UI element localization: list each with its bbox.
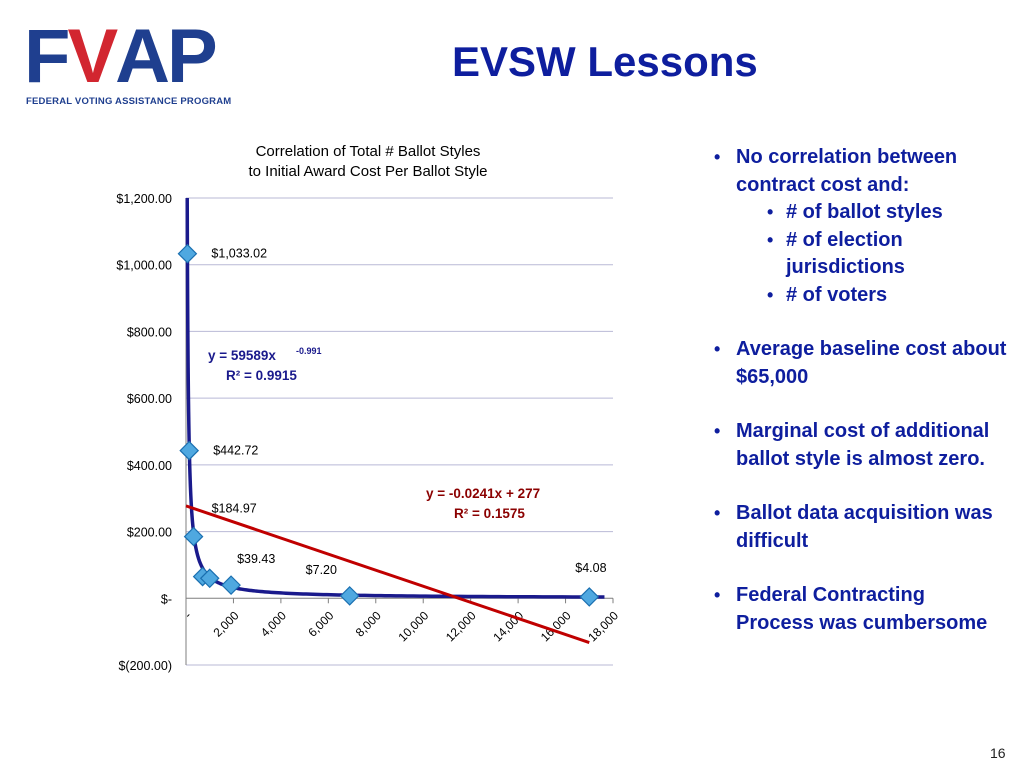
data-label: $442.72 — [213, 444, 258, 458]
x-tick-label: 6,000 — [305, 608, 336, 639]
linear-trend-r2: R² = 0.1575 — [454, 506, 525, 521]
logo-wordmark: FVAP — [24, 14, 218, 99]
data-point-marker — [183, 526, 204, 547]
x-tick-label: 4,000 — [258, 608, 289, 639]
bullet-item: No correlation between contract cost and… — [708, 144, 1008, 309]
y-tick-label: $(200.00) — [118, 659, 172, 673]
sub-bullet-list: # of ballot styles# of election jurisdic… — [736, 199, 1008, 309]
y-tick-label: $600.00 — [127, 392, 172, 406]
x-tick-label: 12,000 — [443, 608, 479, 644]
bullet-text: Marginal cost of additional ballot style… — [736, 420, 990, 470]
bullet-item: Average baseline cost about $65,000 — [708, 336, 1008, 391]
page-number: 16 — [990, 745, 1006, 761]
bullet-text: Ballot data acquisition was difficult — [736, 502, 993, 552]
logo-letter-a: A — [115, 14, 170, 99]
chart-title-line: Correlation of Total # Ballot Styles — [256, 143, 481, 160]
data-label: $4.08 — [575, 561, 606, 575]
bullet-item: Marginal cost of additional ballot style… — [708, 418, 1008, 473]
power-trend-exponent: -0.991 — [296, 346, 322, 356]
bullet-item: Federal Contracting Process was cumberso… — [708, 582, 1008, 637]
bullet-text: No correlation between contract cost and… — [736, 146, 958, 196]
bullet-item: Ballot data acquisition was difficult — [708, 500, 1008, 555]
logo-subtitle: FEDERAL VOTING ASSISTANCE PROGRAM — [26, 96, 232, 107]
logo-letter-p: P — [167, 14, 218, 99]
bullet-list: No correlation between contract cost and… — [708, 144, 1008, 664]
power-trend-r2: R² = 0.9915 — [226, 368, 297, 383]
sub-bullet-item: # of election jurisdictions — [763, 227, 1008, 282]
x-tick-label: 18,000 — [585, 608, 621, 644]
bullet-text: Average baseline cost about $65,000 — [736, 338, 1007, 388]
data-point-marker — [579, 587, 600, 607]
data-point-marker — [221, 575, 241, 595]
data-label: $1,033.02 — [211, 247, 267, 261]
data-point-marker — [339, 586, 360, 606]
data-label: $39.43 — [237, 552, 275, 566]
bullet-text: Federal Contracting Process was cumberso… — [736, 584, 988, 634]
linear-trend-equation: y = -0.0241x + 277 — [426, 486, 540, 501]
y-tick-label: $1,200.00 — [116, 192, 172, 206]
logo-letter-v: V — [67, 14, 118, 99]
slide-title: EVSW Lessons — [452, 38, 758, 85]
y-tick-label: $200.00 — [127, 526, 172, 540]
x-tick-label: - — [181, 609, 194, 622]
scatter-chart: Correlation of Total # Ballot Styles to I… — [116, 143, 621, 673]
data-point-marker — [177, 243, 198, 264]
linear-trendline — [185, 504, 590, 644]
sub-bullet-item: # of voters — [763, 282, 1008, 310]
chart-title-line: to Initial Award Cost Per Ballot Style — [248, 163, 487, 180]
data-point-marker — [179, 440, 200, 461]
y-tick-label: $- — [161, 592, 172, 606]
data-point-marker — [199, 568, 220, 589]
y-tick-label: $400.00 — [127, 459, 172, 473]
sub-bullet-item: # of ballot styles — [763, 199, 1008, 227]
x-tick-label: 10,000 — [395, 608, 431, 644]
logo-letter-f: F — [24, 14, 70, 99]
x-tick-label: 8,000 — [353, 608, 384, 639]
y-tick-label: $800.00 — [127, 325, 172, 339]
data-label: $7.20 — [306, 563, 337, 577]
y-tick-label: $1,000.00 — [116, 259, 172, 273]
x-tick-label: 2,000 — [210, 608, 241, 639]
fvap-logo: FVAP FEDERAL VOTING ASSISTANCE PROGRAM — [22, 14, 231, 110]
data-label: $184.97 — [212, 502, 257, 516]
power-trend-equation: y = 59589x — [208, 348, 276, 363]
